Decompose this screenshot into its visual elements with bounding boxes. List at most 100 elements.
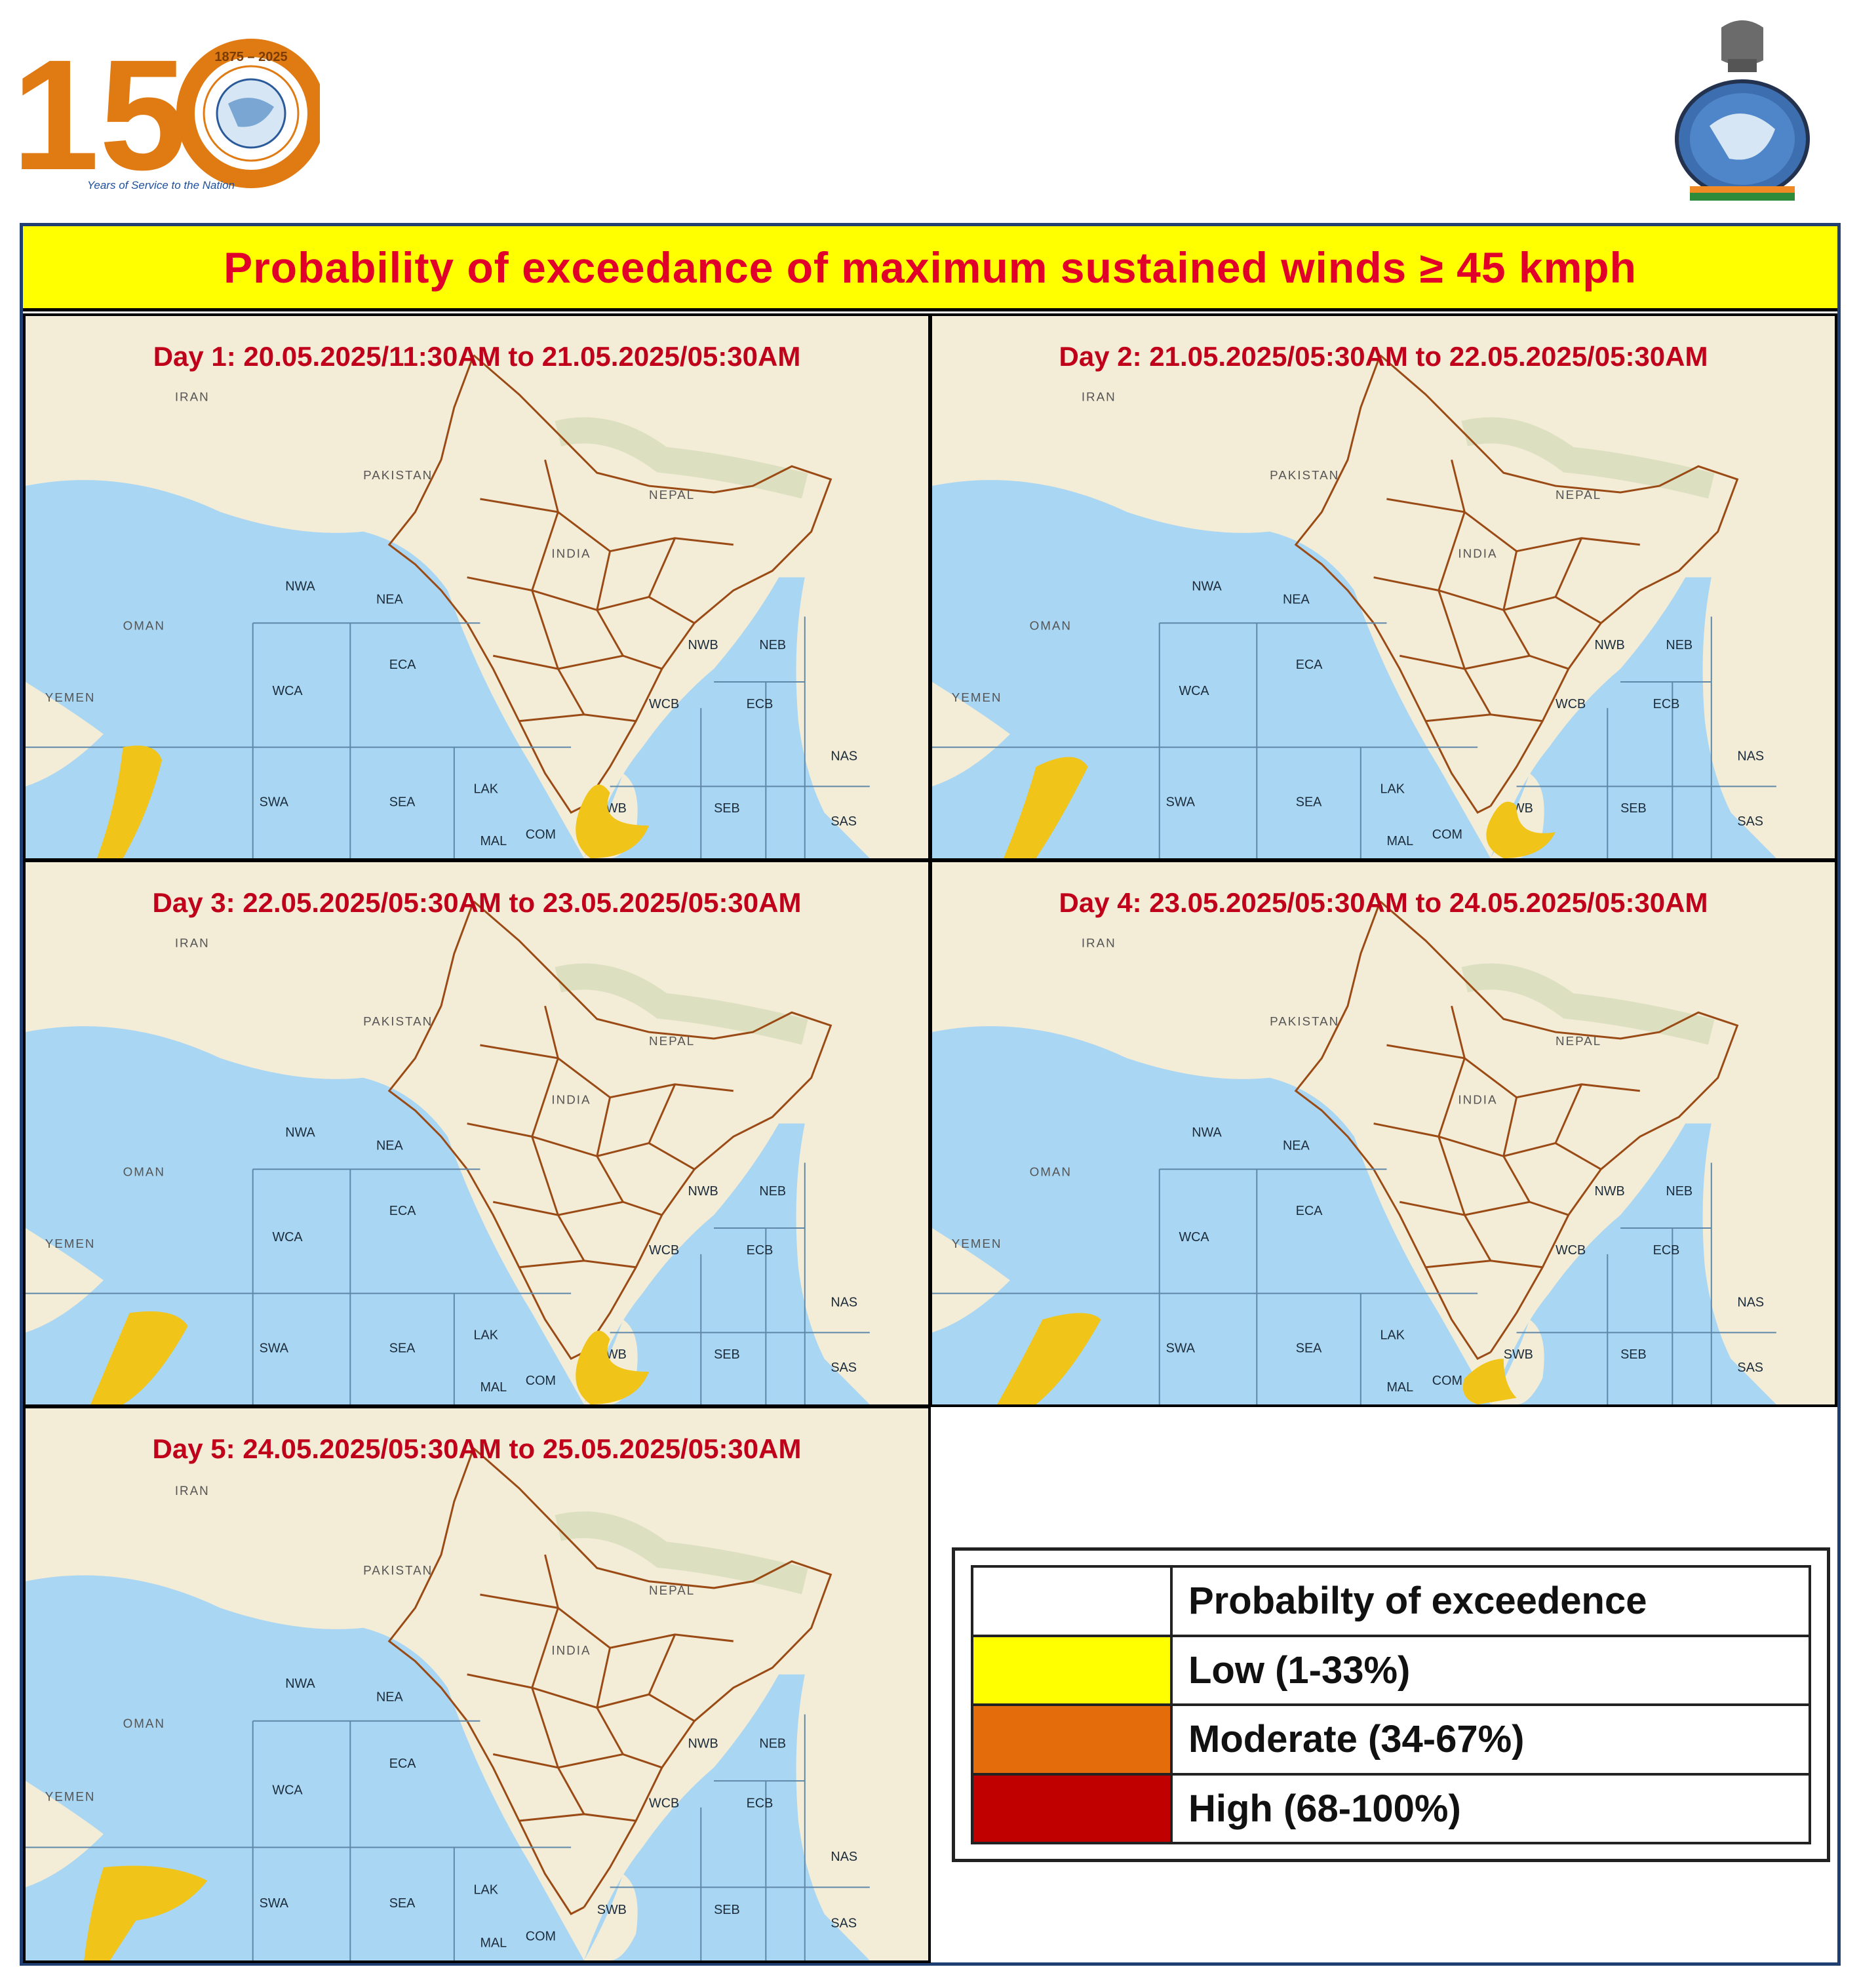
svg-text:WCA: WCA — [1179, 684, 1209, 698]
svg-text:PAKISTAN: PAKISTAN — [1270, 1014, 1339, 1028]
svg-text:ECA: ECA — [389, 1757, 416, 1771]
svg-text:SWA: SWA — [1166, 795, 1196, 809]
svg-text:NWB: NWB — [1594, 1184, 1624, 1199]
map-panel-day2: NWA NEA ECA WCA SWA SEA LAK MAL COM WCB … — [930, 313, 1837, 861]
low-probability-area-1 — [96, 746, 163, 858]
svg-text:SEB: SEB — [714, 1347, 740, 1362]
svg-text:SEA: SEA — [1296, 1341, 1322, 1355]
region-grid — [26, 616, 870, 858]
svg-text:ECB: ECB — [1653, 697, 1680, 711]
svg-text:NAS: NAS — [1737, 1295, 1764, 1309]
bay-of-bengal-area — [1490, 577, 1776, 858]
probability-overlay — [84, 1865, 208, 1960]
imd-150-years-logo: 15 1875 – 2025 Years of Service to the N… — [12, 27, 326, 203]
map-panel-day3: NWA NEA ECA WCA SWA SEA LAK MAL COM WCB … — [23, 860, 931, 1407]
svg-text:NWB: NWB — [688, 638, 718, 652]
svg-text:PAKISTAN: PAKISTAN — [363, 468, 433, 482]
svg-text:NWB: NWB — [1594, 638, 1624, 652]
svg-text:COM: COM — [526, 1374, 556, 1388]
map-panel-day4: NWA NEA ECA WCA SWA SEA LAK MAL COM WCB … — [930, 860, 1837, 1407]
svg-text:NEPAL: NEPAL — [649, 1034, 695, 1048]
bay-of-bengal-area — [583, 1674, 870, 1960]
bay-of-bengal-area — [583, 1123, 870, 1404]
svg-text:OMAN: OMAN — [123, 618, 165, 632]
low-probability-area-2 — [576, 784, 650, 858]
svg-text:NEPAL: NEPAL — [1556, 488, 1601, 502]
map-day-2: NWA NEA ECA WCA SWA SEA LAK MAL COM WCB … — [932, 316, 1835, 858]
svg-text:NEB: NEB — [1666, 1184, 1693, 1199]
logo-tagline: Years of Service to the Nation — [87, 179, 235, 191]
svg-text:OMAN: OMAN — [1030, 1164, 1072, 1178]
svg-text:COM: COM — [1432, 1374, 1462, 1388]
svg-text:WCB: WCB — [649, 1796, 679, 1810]
svg-text:NAS: NAS — [831, 1295, 857, 1309]
svg-text:INDIA: INDIA — [551, 1093, 591, 1107]
svg-text:WCA: WCA — [272, 1783, 303, 1797]
svg-text:ECA: ECA — [1296, 658, 1323, 672]
svg-text:SEB: SEB — [1620, 801, 1647, 816]
region-grid — [932, 616, 1776, 858]
arabian-sea-area — [26, 1026, 584, 1404]
probability-overlay — [90, 1311, 650, 1404]
map-day-3: NWA NEA ECA WCA SWA SEA LAK MAL COM WCB … — [26, 862, 928, 1404]
svg-text:SEB: SEB — [714, 801, 740, 816]
svg-text:NEB: NEB — [759, 1184, 786, 1199]
legend: Probabilty of exceedence Low (1-33%) Mod… — [952, 1547, 1830, 1862]
probability-overlay — [997, 1313, 1517, 1404]
svg-text:LAK: LAK — [474, 782, 499, 796]
low-probability-area-1 — [84, 1865, 208, 1960]
region-grid — [932, 1163, 1776, 1404]
panel-day-label: Day 2: 21.05.2025/05:30AM to 22.05.2025/… — [1059, 341, 1708, 372]
bay-of-bengal-area — [1490, 1123, 1776, 1404]
low-probability-area-2 — [1486, 801, 1556, 858]
svg-text:INDIA: INDIA — [1458, 547, 1497, 561]
svg-text:NWA: NWA — [1192, 1125, 1222, 1140]
state-boundaries — [387, 900, 832, 1361]
svg-text:PAKISTAN: PAKISTAN — [363, 1014, 433, 1028]
svg-text:ECB: ECB — [1653, 1243, 1680, 1258]
svg-text:NEA: NEA — [376, 1690, 403, 1704]
logo-seal-years: 1875 – 2025 — [214, 50, 287, 64]
svg-text:IRAN: IRAN — [175, 1484, 210, 1498]
state-boundaries — [1294, 900, 1739, 1361]
svg-text:WCB: WCB — [1556, 1243, 1586, 1258]
svg-text:COM: COM — [1432, 827, 1462, 842]
svg-text:SAS: SAS — [831, 1916, 857, 1930]
svg-text:YEMEN: YEMEN — [45, 690, 96, 704]
svg-text:NWA: NWA — [285, 1125, 315, 1140]
legend-item-moderate: Moderate (34-67%) — [1170, 1703, 1811, 1776]
svg-text:ECB: ECB — [747, 1243, 773, 1258]
imd-emblem-icon — [1670, 14, 1814, 205]
page-title: Probability of exceedance of maximum sus… — [224, 243, 1637, 292]
region-grid — [26, 1163, 870, 1404]
svg-text:NEB: NEB — [759, 1736, 786, 1751]
svg-text:SAS: SAS — [1737, 814, 1763, 829]
svg-text:NEA: NEA — [1283, 592, 1310, 606]
svg-text:NWB: NWB — [688, 1184, 718, 1199]
svg-text:NEB: NEB — [759, 638, 786, 652]
svg-text:NEA: NEA — [1283, 1138, 1310, 1153]
legend-swatch-high — [971, 1772, 1173, 1844]
arabian-sea-area — [26, 480, 584, 858]
svg-text:NAS: NAS — [1737, 749, 1764, 763]
svg-text:NEPAL: NEPAL — [1556, 1034, 1601, 1048]
map-day-5: NWA NEA ECA WCA SWA SEA LAK MAL COM WCB … — [26, 1408, 928, 1960]
svg-text:NAS: NAS — [831, 1850, 857, 1864]
svg-text:LAK: LAK — [1380, 1328, 1405, 1342]
svg-text:LAK: LAK — [474, 1882, 499, 1897]
svg-text:YEMEN: YEMEN — [952, 1237, 1002, 1250]
svg-text:NEPAL: NEPAL — [649, 1584, 695, 1598]
state-boundaries — [387, 354, 832, 814]
svg-text:NWB: NWB — [688, 1736, 718, 1751]
svg-text:IRAN: IRAN — [175, 936, 210, 949]
svg-text:NWA: NWA — [285, 579, 315, 593]
probability-overlay — [1003, 757, 1556, 858]
svg-text:COM: COM — [526, 1929, 556, 1943]
low-probability-area-2 — [1462, 1359, 1517, 1404]
svg-text:ECA: ECA — [1296, 1204, 1323, 1218]
svg-text:SAS: SAS — [831, 814, 857, 829]
svg-text:NWA: NWA — [285, 1677, 315, 1691]
svg-text:WCA: WCA — [272, 1230, 303, 1244]
svg-text:MAL: MAL — [480, 1936, 507, 1951]
svg-text:PAKISTAN: PAKISTAN — [363, 1564, 433, 1578]
